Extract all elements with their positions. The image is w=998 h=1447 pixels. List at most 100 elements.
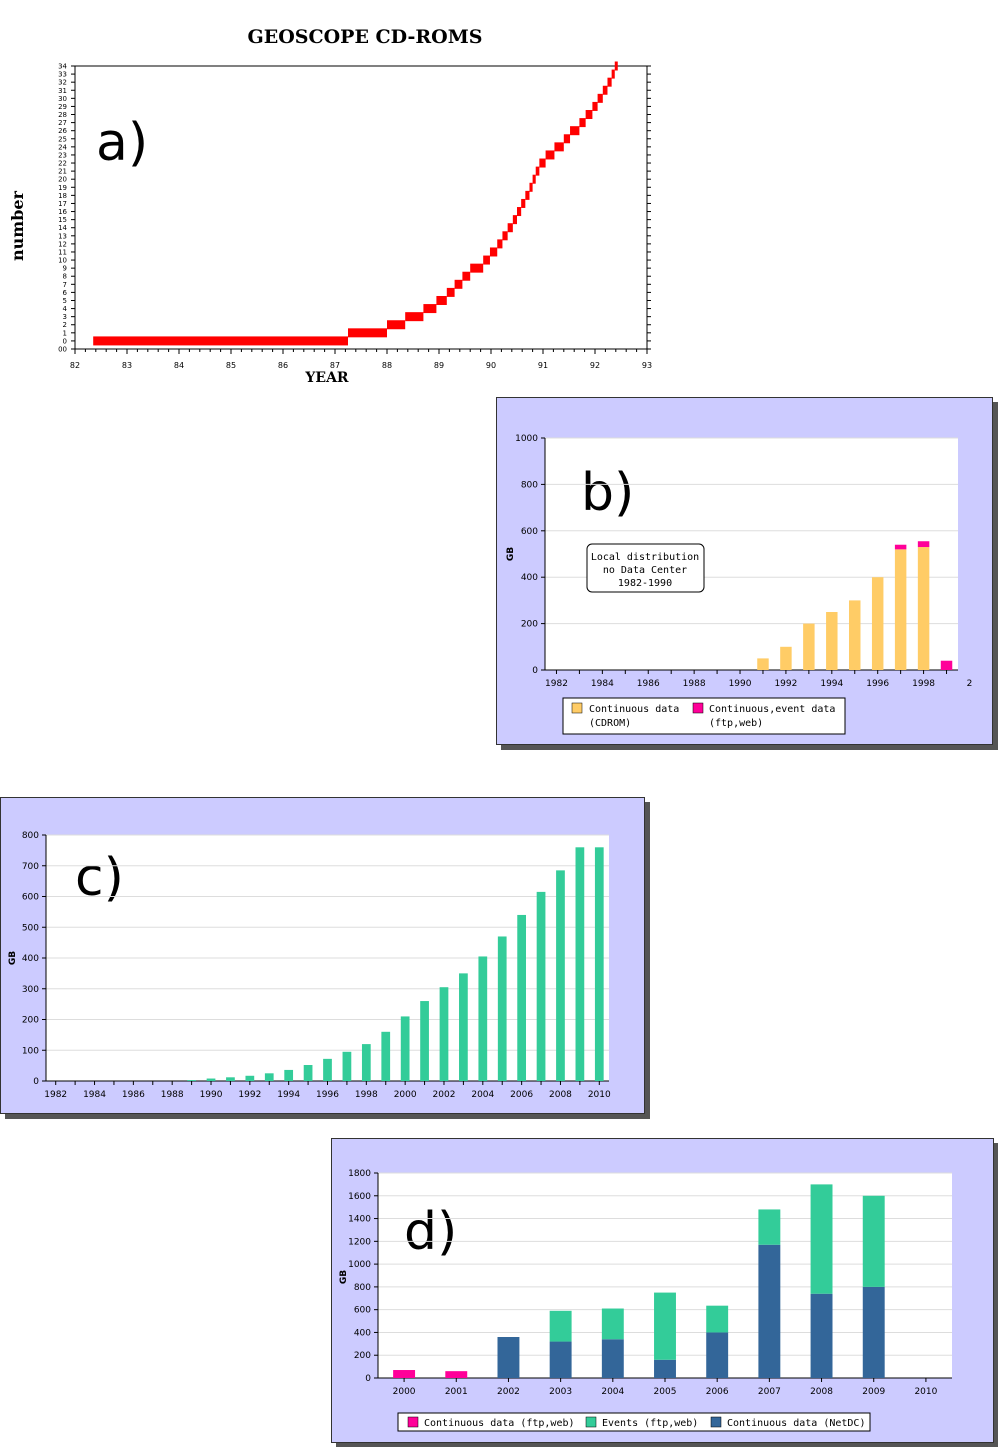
chart-b-y-tick-label: 400 xyxy=(521,573,538,583)
chart-a-step-segment xyxy=(602,85,608,95)
chart-d-legend-label-ftp: Continuous data (ftp,web) xyxy=(424,1418,575,1429)
chart-d-bar xyxy=(497,1337,520,1378)
chart-a-y-tick-label: 24 xyxy=(58,143,67,151)
chart-b-x-tick-label: 1990 xyxy=(729,679,752,689)
chart-b-annotation: Local distribution no Data Center 1982-1… xyxy=(586,543,705,593)
chart-c-bar xyxy=(594,847,604,1081)
chart-a-x-tick-label: 93 xyxy=(642,361,652,370)
chart-c-bar xyxy=(342,1051,352,1081)
chart-b-bar xyxy=(780,646,792,670)
chart-c-x-tick-label: 1996 xyxy=(316,1090,339,1100)
chart-c-x-tick-label: 1988 xyxy=(161,1090,184,1100)
chart-c-x-tick-label: 2008 xyxy=(549,1090,572,1100)
chart-b-bar xyxy=(757,658,769,670)
chart-b-y-tick-label: 600 xyxy=(521,527,538,537)
chart-c-bar xyxy=(226,1077,235,1081)
chart-a-x-tick-label: 90 xyxy=(486,361,496,370)
chart-a-svg: GEOSCOPE CD-ROMS number YEAR a) 82 83 84 85… xyxy=(8,26,652,386)
chart-a-step-segment xyxy=(497,239,503,249)
chart-b-bar xyxy=(826,612,838,670)
chart-a-y-tick-label: 0 xyxy=(63,337,67,345)
chart-b-y-tick-label: 800 xyxy=(521,480,538,490)
chart-b-y-tick-label: 200 xyxy=(521,620,538,630)
chart-d-y-tick-label: 1800 xyxy=(348,1169,371,1179)
chart-d-legend-swatch-netdc xyxy=(710,1416,722,1428)
chart-a-x-tick-label: 92 xyxy=(590,361,600,370)
chart-d-legend-swatch-events xyxy=(585,1416,597,1428)
chart-a-x-tick-label: 82 xyxy=(70,361,80,370)
chart-a-y-tick-label: 00 xyxy=(58,346,67,354)
chart-a-y-tick-label: 25 xyxy=(58,135,67,143)
chart-a-step-segment xyxy=(545,150,555,160)
chart-c-y-tick-label: 700 xyxy=(22,862,39,872)
chart-a-step-segment xyxy=(483,255,490,265)
chart-a-step-segment xyxy=(597,93,603,103)
chart-a-y-tick-label: 4 xyxy=(63,305,68,313)
chart-d-bar xyxy=(758,1209,781,1245)
chart-a-step-segment xyxy=(532,174,536,184)
chart-d-y-tick-label: 1600 xyxy=(348,1192,371,1202)
chart-d-x-tick-label: 2007 xyxy=(758,1387,781,1397)
chart-a-y-tick-label: 7 xyxy=(63,281,67,289)
chart-c-bar xyxy=(381,1031,391,1081)
chart-b-x-tick-label: 1984 xyxy=(591,679,614,689)
chart-a-step-segment xyxy=(563,134,571,144)
chart-a-y-tick-label: 14 xyxy=(58,224,67,232)
chart-c-y-tick-label: 200 xyxy=(22,1016,39,1026)
chart-b-x-tick-label: 2 xyxy=(967,679,973,689)
chart-d-x-tick-label: 2000 xyxy=(393,1387,416,1397)
chart-c-x-tick-label: 2000 xyxy=(394,1090,417,1100)
chart-a-step-segment xyxy=(585,110,593,120)
chart-a-step-segment xyxy=(592,101,598,111)
chart-c-bar xyxy=(187,1080,196,1081)
chart-c-bar xyxy=(206,1078,216,1081)
chart-a-panel: GEOSCOPE CD-ROMS number YEAR a) 82 83 84 85… xyxy=(0,0,660,395)
chart-a-y-tick-label: 2 xyxy=(63,321,67,329)
chart-c-bar xyxy=(478,956,488,1081)
chart-b-bar xyxy=(803,623,815,670)
chart-a-x-tick-label: 84 xyxy=(174,361,184,370)
chart-d-y-tick-label: 1400 xyxy=(348,1215,371,1225)
chart-a-step-segment xyxy=(489,247,498,257)
chart-c-y-tick-label: 100 xyxy=(22,1046,39,1056)
chart-d-legend-label-netdc: Continuous data (NetDC) xyxy=(727,1418,865,1429)
chart-a-step-segment xyxy=(525,190,530,200)
chart-c-svg: GB c) 0 100 200 300 400 500 600 700 800 1982 1984 1… xyxy=(8,831,611,1100)
chart-d-bar xyxy=(654,1292,676,1360)
chart-a-y-tick-label: 12 xyxy=(58,240,67,248)
chart-b-x-tick-label: 1986 xyxy=(637,679,660,689)
chart-d-x-tick-label: 2003 xyxy=(549,1387,572,1397)
chart-a-panel-label: a) xyxy=(96,113,148,173)
chart-c-x-tick-label: 1982 xyxy=(44,1090,67,1100)
chart-a-step-segment xyxy=(570,126,580,136)
chart-c-y-tick-label: 400 xyxy=(22,954,39,964)
chart-d-x-tick-label: 2001 xyxy=(445,1387,468,1397)
chart-b-bar xyxy=(849,600,861,670)
chart-a-y-tick-label: 28 xyxy=(58,111,67,119)
chart-b-legend-label-cdrom-1: Continuous data xyxy=(589,704,679,715)
chart-c-bar xyxy=(459,973,468,1081)
chart-b-x-tick-label: 1998 xyxy=(912,679,935,689)
chart-c-x-tick-label: 1994 xyxy=(277,1090,300,1100)
chart-c-x-tick-label: 2006 xyxy=(510,1090,533,1100)
chart-a-step-segment xyxy=(611,69,615,79)
chart-c-bar xyxy=(264,1073,274,1081)
chart-c-bar xyxy=(517,914,527,1081)
chart-a-step-segment xyxy=(470,263,484,273)
chart-a-y-tick-label: 1 xyxy=(63,329,67,337)
chart-c-bar xyxy=(400,1016,410,1081)
chart-b-y-tick-label: 0 xyxy=(532,666,538,676)
chart-d-legend-label-events: Events (ftp,web) xyxy=(602,1418,698,1429)
chart-a-y-tick-label: 15 xyxy=(58,216,67,224)
chart-a-x-tick-label: 87 xyxy=(330,361,340,370)
chart-d-y-tick-label: 800 xyxy=(354,1283,371,1293)
chart-b-frame: GB b) 0 200 400 600 800 1000 1982 1984 1986 1988 1… xyxy=(496,397,993,745)
chart-d-y-tick-label: 400 xyxy=(354,1328,371,1338)
chart-d-x-tick-label: 2008 xyxy=(810,1387,833,1397)
chart-b-legend-label-cdrom-2: (CDROM) xyxy=(589,718,631,729)
chart-d-legend-box xyxy=(397,1412,871,1432)
chart-d-bar xyxy=(393,1370,416,1378)
chart-a-x-tick-label: 91 xyxy=(538,361,548,370)
chart-a-step-segment xyxy=(462,271,471,281)
chart-b-legend-label-ftp-2: (ftp,web) xyxy=(709,718,763,729)
